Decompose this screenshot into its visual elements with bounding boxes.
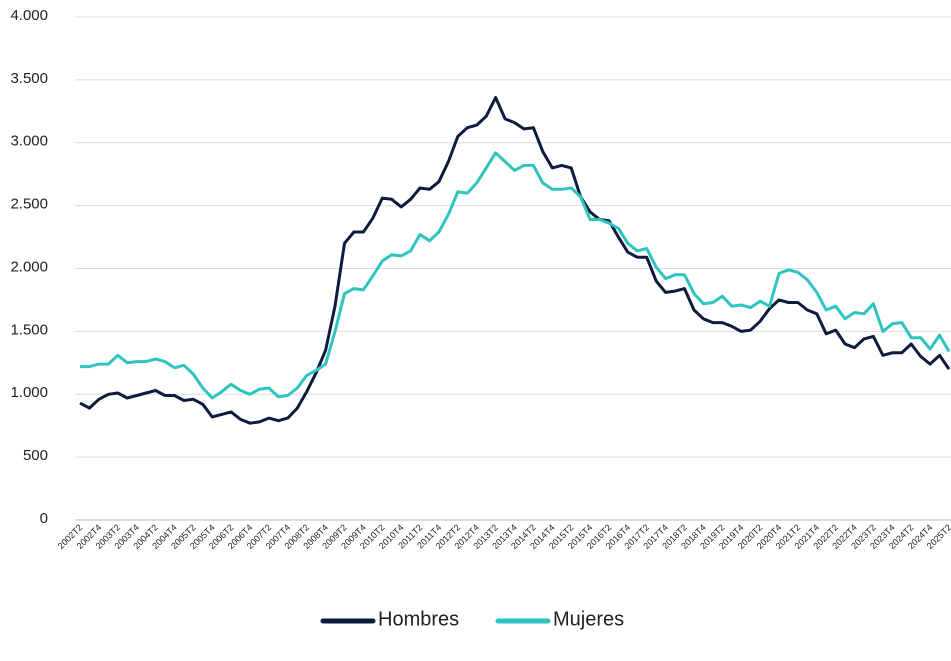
y-tick-label: 1.500 [10,321,48,338]
series-line [80,151,951,400]
y-tick-label: 1.000 [10,384,48,401]
y-tick-label: 3.500 [10,70,48,87]
y-tick-label: 0 [40,510,48,527]
y-tick-label: 2.500 [10,196,48,213]
y-tick-label: 2.000 [10,258,48,275]
y-tick-label: 4.000 [10,7,48,24]
series-line [79,96,951,425]
legend-label: Hombres [378,608,459,630]
y-tick-label: 3.000 [10,133,48,150]
y-tick-label: 500 [23,447,48,464]
legend-label: Mujeres [553,608,624,630]
